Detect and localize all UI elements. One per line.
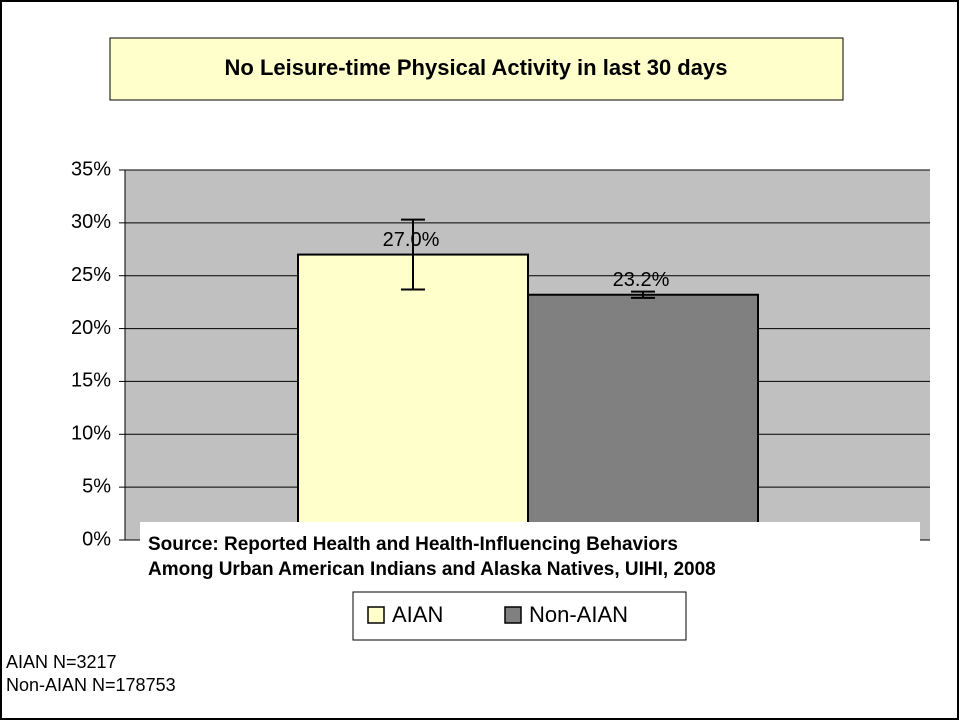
y-tick-label: 20%	[71, 317, 111, 339]
y-tick-label: 25%	[71, 264, 111, 286]
title-box	[109, 37, 844, 101]
chart-title: No Leisure-time Physical Activity in las…	[225, 55, 728, 80]
note: Non-AIAN N=178753	[6, 675, 176, 695]
source-text: Among Urban American Indians and Alaska …	[148, 559, 716, 580]
y-tick-label: 30%	[71, 211, 111, 233]
y-tick-label: 35%	[71, 158, 111, 180]
y-tick-label: 15%	[71, 370, 111, 392]
note: AIAN N=3217	[6, 652, 117, 672]
legend-swatch	[367, 606, 385, 624]
y-tick-label: 0%	[82, 528, 111, 550]
source-text: Source: Reported Health and Health-Influ…	[148, 534, 678, 555]
data-label: 23.2%	[613, 269, 670, 291]
y-tick-label: 5%	[82, 475, 111, 497]
bar	[527, 293, 759, 541]
source-box	[140, 522, 920, 590]
legend-label: Non-AIAN	[529, 602, 628, 627]
legend-label: AIAN	[392, 602, 443, 627]
legend-swatch	[504, 606, 522, 624]
bar	[297, 253, 529, 541]
data-label: 27.0%	[383, 229, 440, 251]
y-tick-label: 10%	[71, 423, 111, 445]
